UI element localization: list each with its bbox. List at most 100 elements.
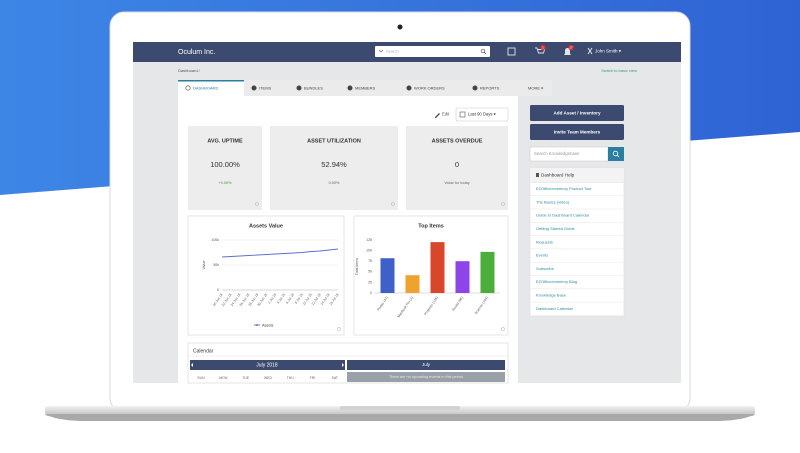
- stat-card: [188, 126, 262, 210]
- laptop-base-shadow: [45, 414, 755, 421]
- help-link[interactable]: Subscribe: [536, 266, 555, 271]
- y-tick-label: 100: [366, 249, 372, 253]
- tab-label: MEMBERS: [355, 85, 376, 90]
- tab-icon: [251, 85, 257, 91]
- info-icon: [255, 202, 259, 206]
- search-placeholder: Search: [386, 49, 399, 54]
- tab-icon: [185, 85, 191, 91]
- help-link[interactable]: Guide to Dashboard Calendar: [536, 213, 590, 218]
- empty-message: There are no upcoming events in this per…: [389, 375, 463, 379]
- weekday: FRI: [310, 376, 316, 380]
- weekday: TUE: [242, 376, 250, 380]
- range-select[interactable]: [455, 107, 509, 122]
- legend-label[interactable]: Assets: [262, 323, 273, 327]
- kb-search-button[interactable]: [608, 147, 624, 161]
- y-tick-label: 0: [370, 291, 372, 295]
- search-box[interactable]: [375, 46, 490, 57]
- kb-search-placeholder: Search Knowledgebase: [534, 151, 580, 156]
- stat-card: [270, 126, 398, 210]
- stat-value: 100.00%: [210, 160, 240, 169]
- help-link[interactable]: Events: [536, 253, 548, 258]
- stat-value: 0: [455, 160, 459, 169]
- prev-month[interactable]: [191, 363, 193, 367]
- stat-change: +0.00%: [219, 181, 233, 185]
- sidebar-button-label: Invite Team Members: [554, 130, 601, 135]
- edit-label: Edit: [442, 112, 450, 117]
- stat-title: AVG. UPTIME: [207, 138, 243, 144]
- tab-label: ITEMS: [259, 85, 272, 90]
- help-link[interactable]: Knowledge Base: [536, 292, 567, 297]
- chart-title: Assets Value: [249, 223, 283, 229]
- help-title: Dashboard Help: [541, 173, 575, 178]
- help-link[interactable]: The Basics (video): [536, 199, 570, 204]
- range-label: Last 90 Days ▾: [468, 112, 497, 117]
- tab-icon: [347, 85, 353, 91]
- help-link[interactable]: Getting Started Guide: [536, 226, 575, 231]
- info-icon: [391, 202, 395, 206]
- sidebar-button[interactable]: [530, 124, 624, 140]
- weekday: SUN: [197, 376, 205, 380]
- tab-label: REPORTS: [480, 85, 500, 90]
- bar: [405, 275, 420, 293]
- help-link[interactable]: Dashboard Calendar: [536, 306, 574, 311]
- x-tick-label: 12 Jul 18: [311, 293, 322, 306]
- x-tick-label: 22 Jun 18: [221, 293, 233, 307]
- side-month-bar: [347, 360, 505, 370]
- y-tick-label: 50k: [213, 263, 219, 267]
- info-icon: [501, 327, 505, 331]
- help-link[interactable]: Requests: [536, 239, 553, 244]
- tab-active-marker: [178, 80, 244, 82]
- grid-icon[interactable]: [507, 47, 516, 56]
- chart-title: Top Items: [418, 223, 444, 229]
- stat-card: [406, 126, 508, 210]
- edit-icon: [435, 113, 440, 118]
- y-tick-label: 125: [366, 238, 372, 242]
- help-link[interactable]: EZOfficeInventory Blog: [536, 279, 577, 284]
- switch-link[interactable]: Switch to basic view: [601, 68, 637, 73]
- tab[interactable]: [340, 80, 399, 96]
- kb-search-icon-handle: [616, 154, 620, 158]
- y-tick-label: 25: [368, 280, 372, 284]
- tab[interactable]: [178, 80, 244, 96]
- search-icon[interactable]: [480, 48, 486, 54]
- breadcrumb[interactable]: Dashboard /: [178, 68, 201, 73]
- y-tick-label: 75: [368, 259, 372, 263]
- brand[interactable]: Oculum Inc.: [178, 49, 215, 56]
- x-tick-label: 2 Jul 18: [267, 293, 277, 305]
- info-icon: [501, 202, 505, 206]
- chart-panel: [187, 215, 345, 336]
- tab[interactable]: [399, 80, 465, 96]
- tab[interactable]: [520, 80, 552, 96]
- laptop-notch: [340, 406, 460, 410]
- stat-change: Value for today: [444, 181, 469, 185]
- user-menu[interactable]: John Smith ▾: [595, 49, 622, 54]
- search-icon-handle: [484, 52, 487, 55]
- help-link[interactable]: EZOfficeInventory Product Tour: [536, 186, 592, 191]
- sidebar-button-label: Add Asset / Inventory: [553, 111, 600, 116]
- stat-value: 52.94%: [321, 160, 347, 169]
- x-tick-label: 28 Jun 18: [248, 293, 260, 307]
- x-tick-label: 8 Jul 18: [294, 293, 304, 305]
- bar: [455, 261, 470, 293]
- x-tick-label: 10 Jul 18: [302, 293, 313, 306]
- x-tick-label: 4 Jul 18: [276, 293, 286, 305]
- month-label: July 2018: [256, 362, 278, 368]
- next-month[interactable]: [342, 363, 344, 367]
- bell-icon[interactable]: [564, 48, 571, 55]
- x-tick-label: 20 Jun 18: [212, 293, 224, 307]
- kb-search-icon: [612, 150, 619, 157]
- tab[interactable]: [465, 80, 520, 96]
- badge: [540, 44, 546, 51]
- y-tick-label: 0: [217, 288, 219, 292]
- tab[interactable]: [244, 80, 289, 96]
- weekday: MON: [219, 376, 228, 380]
- calendar-icon: [459, 111, 466, 118]
- tab[interactable]: [289, 80, 340, 96]
- edit-button[interactable]: [431, 109, 453, 120]
- y-tick-label: 100k: [211, 238, 219, 242]
- x-tick-label: 30 Jun 18: [257, 293, 269, 307]
- sidebar-button[interactable]: [530, 105, 624, 121]
- y-axis-label: Total Items: [355, 258, 359, 276]
- tab-icon: [406, 85, 412, 91]
